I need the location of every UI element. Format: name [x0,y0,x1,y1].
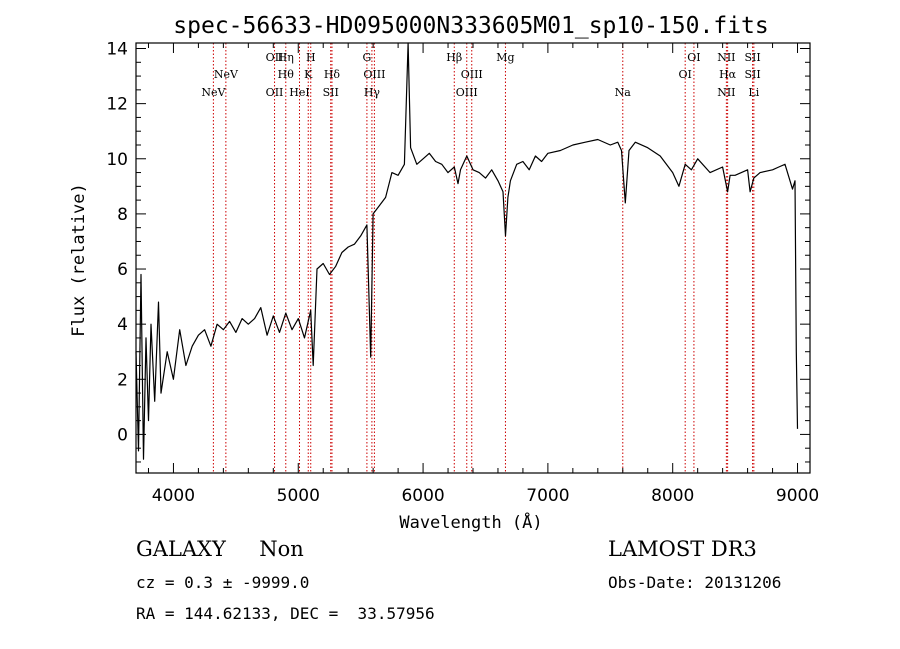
marker-label-sii: SII [744,68,760,81]
x-tick-label: 7000 [526,486,569,506]
marker-label-g: G [363,51,372,64]
y-axis-label: Flux (relative) [69,183,89,337]
x-axis: 4000 5000 6000 7000 8000 9000 [147,43,819,506]
chart-title: spec-56633-HD095000N333605M01_sp10-150.f… [173,13,768,39]
marker-label-k: K [304,68,313,81]
object-class: GALAXY Non [136,537,304,561]
x-tick-label: 8000 [651,486,694,506]
y-tick-label: 10 [106,150,128,170]
x-tick-label: 4000 [152,486,195,506]
marker-label-sii: SII [744,51,760,64]
y-tick-label: 12 [106,95,128,115]
marker-label-h: H [306,51,316,64]
marker-label-hθ: Hθ [278,68,295,81]
marker-label-oi: OI [678,68,691,81]
survey-label: LAMOST DR3 [608,537,757,561]
marker-label-nii: NII [717,86,735,99]
marker-label-nev: NeV [214,68,239,81]
marker-label-oiii: OIII [461,68,483,81]
marker-label-nev: NeV [201,86,226,99]
marker-label-oiii: OIII [456,86,478,99]
y-axis: 0 2 4 6 8 10 12 14 [106,40,810,463]
y-tick-label: 4 [117,315,128,335]
marker-label-oi: OI [687,51,700,64]
marker-label-nii: NII [717,51,735,64]
x-tick-label: 6000 [401,486,444,506]
y-tick-label: 14 [106,40,128,60]
x-axis-label: Wavelength (Å) [399,511,542,533]
marker-label-li: Li [748,86,759,99]
marker-label-hα: Hα [719,68,737,81]
redshift-info: cz = 0.3 ± -9999.0 [136,573,310,592]
observation-date: Obs-Date: 20131206 [608,573,782,592]
flux-series-line [135,42,799,460]
marker-label-oii: OII [266,86,284,99]
y-tick-label: 8 [117,205,128,225]
y-tick-label: 0 [117,425,128,445]
marker-label-na: Na [615,86,632,99]
marker-label-oii: OII [266,51,284,64]
y-tick-label: 2 [117,370,128,390]
x-tick-label: 9000 [776,486,819,506]
marker-label-sii: SII [323,86,339,99]
marker-label-mg: Mg [496,51,514,64]
marker-label-oiii: OIII [363,68,385,81]
coordinates-info: RA = 144.62133, DEC = 33.57956 [136,604,435,623]
y-tick-label: 6 [117,260,128,280]
spectral-line-markers [212,43,755,473]
x-tick-label: 5000 [277,486,320,506]
marker-label-hη: Hη [278,51,294,64]
marker-label-hγ: Hγ [364,86,381,99]
marker-label-hδ: Hδ [324,68,341,81]
marker-label-hei: HeI [289,86,309,99]
marker-label-hβ: Hβ [446,51,462,64]
plot-frame [135,42,811,474]
